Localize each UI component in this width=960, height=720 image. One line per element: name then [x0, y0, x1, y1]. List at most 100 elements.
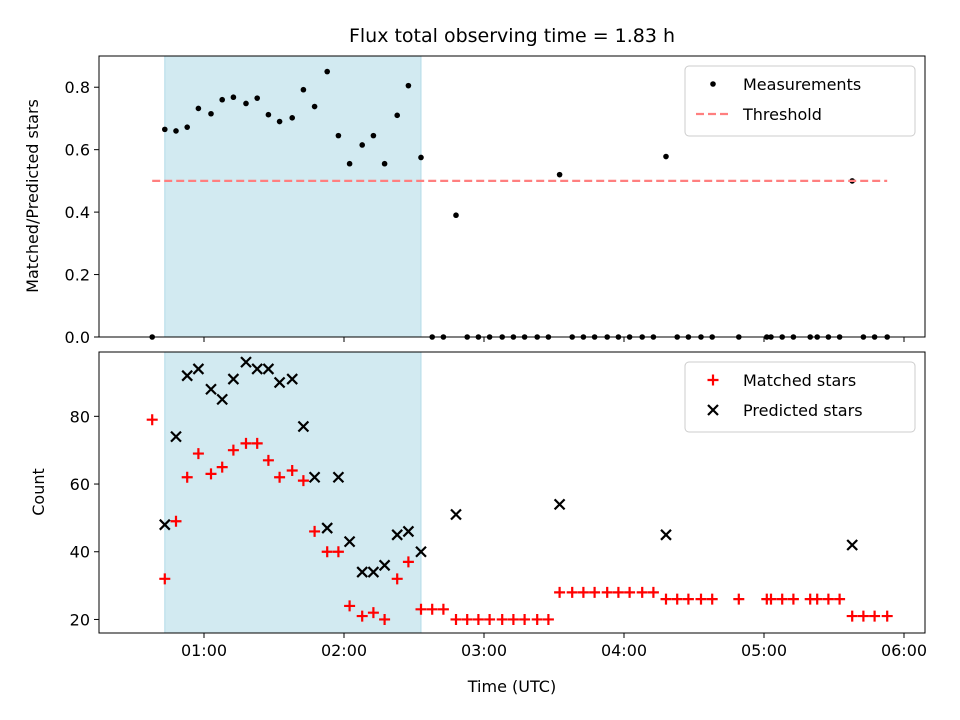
matched-star-point — [461, 613, 473, 625]
measurement-point — [162, 126, 168, 133]
matched-star-point — [309, 525, 321, 537]
legend-predicted-marker — [707, 404, 719, 416]
matched-star-point — [367, 607, 379, 619]
legend-matched-marker — [707, 374, 719, 386]
measurement-point — [405, 82, 412, 89]
matched-star-point — [519, 613, 531, 625]
predicted-star-point — [216, 393, 228, 406]
predicted-star-point — [240, 356, 252, 368]
measurement-point — [556, 171, 563, 178]
measurement-point — [335, 132, 342, 139]
count-panel: 01:00 02:00 03:00 04:00 05:00 06:00 20 40 60 80 Ma… — [70, 351, 927, 660]
matched-star-point — [426, 603, 438, 615]
matched-star-point — [181, 471, 193, 483]
x-axis-label: Time (UTC) — [467, 677, 556, 696]
matched-star-point — [624, 586, 636, 598]
legend-label: Measurements — [743, 75, 861, 94]
matched-star-point — [636, 586, 648, 598]
y-tick-label: 0.4 — [65, 203, 90, 222]
matched-star-point — [531, 613, 543, 625]
matched-star-point — [787, 593, 799, 605]
y-tick-label: 0.0 — [65, 328, 90, 347]
predicted-star-point — [450, 508, 462, 521]
top-y-axis-label: Matched/Predicted stars — [23, 99, 42, 293]
matched-star-point — [170, 515, 182, 527]
legend-box — [684, 65, 916, 137]
legend-box — [684, 361, 916, 433]
measurement-point — [370, 132, 377, 139]
measurement-point — [276, 118, 283, 125]
matched-star-point — [262, 454, 274, 466]
measurement-point — [243, 100, 249, 107]
matched-star-point — [332, 546, 344, 558]
predicted-star-point — [402, 525, 415, 538]
predicted-star-point — [660, 529, 672, 541]
x-tick-label: 03:00 — [461, 641, 507, 660]
y-tick-label: 0.8 — [65, 78, 90, 97]
measurement-point — [359, 142, 366, 148]
matched-star-point — [542, 613, 554, 625]
measurement-point — [418, 154, 424, 161]
matched-star-point — [834, 593, 846, 605]
predicted-star-point — [297, 420, 310, 433]
matched-star-point — [344, 600, 356, 612]
matched-star-point — [192, 448, 204, 460]
y-tick-label: 80 — [70, 407, 90, 426]
matched-star-point — [159, 573, 171, 585]
measurement-point — [289, 115, 296, 121]
matched-star-point — [869, 610, 881, 622]
axes-frame — [98, 55, 926, 338]
matched-star-point — [589, 586, 601, 598]
measurement-point — [195, 105, 202, 112]
matched-star-point — [695, 593, 707, 605]
measurement-point — [663, 153, 669, 160]
legend: Measurements Threshold — [684, 65, 916, 137]
matched-star-point — [450, 613, 462, 625]
ratio-panel: 0.0 0.2 0.4 0.6 0.8 Measurements Threshold — [65, 55, 926, 347]
predicted-star-point — [321, 522, 333, 534]
matched-star-point — [402, 556, 414, 568]
matched-star-point — [566, 586, 578, 598]
predicted-star-point — [343, 535, 356, 548]
predicted-star-point — [251, 363, 263, 375]
matched-star-point — [612, 586, 624, 598]
matched-star-point — [227, 444, 239, 456]
legend-label: Threshold — [742, 105, 822, 124]
measurement-point — [381, 160, 388, 167]
matched-star-point — [682, 593, 694, 605]
matched-star-point — [297, 475, 309, 487]
matched-star-point — [647, 586, 659, 598]
bottom-y-axis-label: Count — [29, 468, 48, 516]
matched-star-point — [765, 593, 777, 605]
matched-star-point — [240, 437, 252, 449]
predicted-star-point — [391, 529, 403, 541]
y-tick-label: 0.2 — [65, 266, 90, 285]
x-tick-label: 05:00 — [741, 641, 787, 660]
matched-star-point — [251, 437, 263, 449]
observing-span — [164, 55, 422, 338]
measurement-point — [219, 96, 225, 103]
measurement-point — [346, 160, 353, 167]
measurement-point — [184, 124, 190, 130]
legend: Matched stars Predicted stars — [684, 361, 916, 433]
matched-star-point — [286, 464, 298, 476]
matched-star-point — [507, 613, 519, 625]
predicted-star-point — [170, 430, 182, 443]
x-tick-label: 04:00 — [601, 641, 647, 660]
matched-star-point — [205, 468, 217, 480]
predicted-star-point — [846, 539, 858, 551]
x-tick-label: 02:00 — [321, 641, 367, 660]
y-tick-label: 20 — [70, 610, 90, 629]
matched-star-point — [881, 610, 893, 622]
legend-label: Predicted stars — [743, 401, 863, 420]
matched-star-point — [846, 610, 858, 622]
predicted-star-point — [273, 376, 286, 389]
predicted-star-point — [181, 369, 193, 382]
matched-star-point — [554, 586, 566, 598]
matched-star-point — [379, 613, 391, 625]
predicted-star-point — [356, 566, 368, 578]
matched-star-point — [660, 593, 672, 605]
y-tick-label: 60 — [70, 475, 90, 494]
matched-star-point — [146, 414, 158, 426]
